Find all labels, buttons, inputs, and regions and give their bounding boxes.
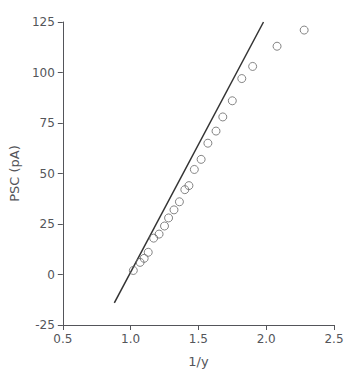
svg-text:50: 50 (40, 167, 55, 181)
svg-text:100: 100 (32, 66, 55, 80)
svg-text:0.5: 0.5 (53, 332, 72, 346)
svg-text:25: 25 (40, 217, 55, 231)
svg-text:1.0: 1.0 (121, 332, 140, 346)
svg-text:2.0: 2.0 (257, 332, 276, 346)
svg-text:125: 125 (32, 15, 55, 29)
svg-text:2.5: 2.5 (324, 332, 343, 346)
svg-text:0: 0 (47, 268, 55, 282)
svg-text:-25: -25 (35, 318, 55, 332)
svg-text:1.5: 1.5 (189, 332, 208, 346)
svg-text:PSC (pA): PSC (pA) (7, 145, 22, 202)
svg-text:1/y: 1/y (188, 354, 209, 369)
svg-text:75: 75 (40, 116, 55, 130)
